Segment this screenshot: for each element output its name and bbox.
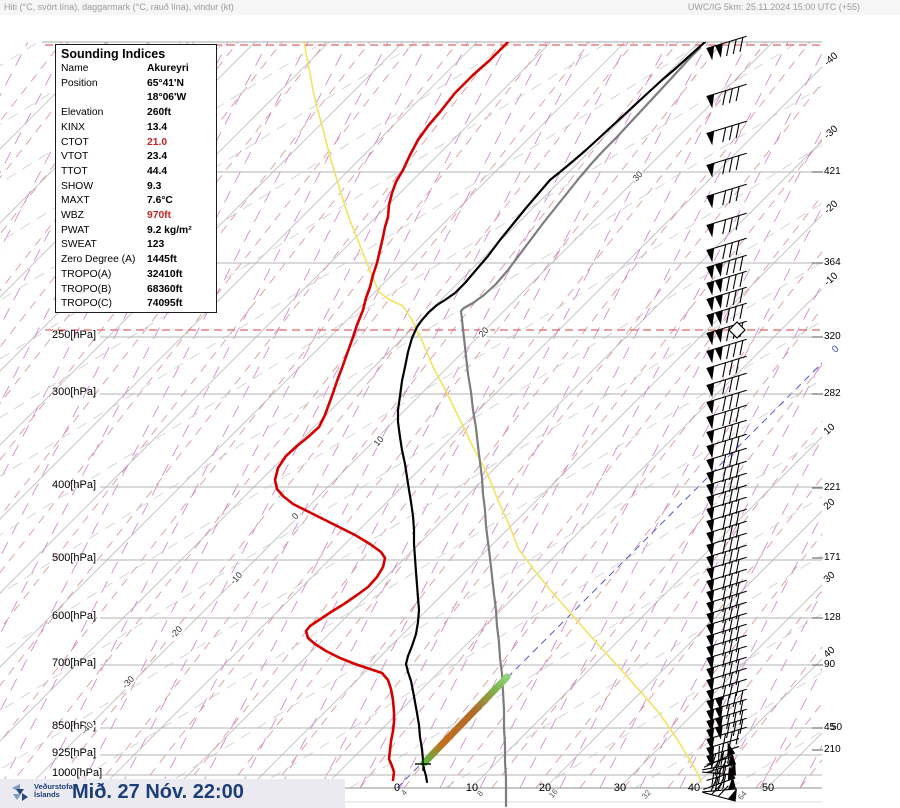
wind-barb	[706, 152, 747, 178]
right-height-label: 171	[824, 552, 841, 563]
wind-barb	[706, 508, 747, 534]
wind-barb	[706, 472, 747, 498]
wind-barb	[706, 338, 747, 364]
indices-row: SWEAT 123	[61, 239, 165, 251]
wind-barb	[706, 717, 747, 743]
right-height-label: 210	[824, 744, 841, 755]
pressure-axis-label: 925[hPa]	[52, 747, 97, 759]
indices-row: SHOW 9.3	[61, 180, 162, 192]
indices-row: TROPO(B) 68360ft	[61, 283, 183, 295]
indices-row: PWAT 9.2 kg/m²	[61, 224, 192, 236]
pressure-axis-label: 600[hPa]	[52, 610, 97, 622]
pressure-axis-label: 500[hPa]	[52, 552, 97, 564]
temp-axis-label: 10	[465, 782, 479, 794]
indices-row: TROPO(C) 74095ft	[61, 298, 183, 310]
wind-barb	[706, 83, 747, 109]
wind-barb-low	[703, 741, 736, 768]
temp-axis-label: 20	[538, 782, 552, 794]
wind-barb	[706, 35, 747, 61]
wind-barb	[706, 556, 747, 582]
wind-barb	[706, 183, 747, 209]
indices-row: TTOT 44.4	[61, 165, 168, 177]
indices-row: WBZ 970ft	[61, 210, 172, 222]
right-height-label: 282	[824, 388, 841, 399]
right-height-label: 320	[824, 331, 841, 342]
temp-axis-label: 50	[761, 782, 775, 794]
right-height-label: 364	[824, 257, 841, 268]
indices-row: Position 65°41'N 18°06'W	[61, 77, 187, 104]
wind-barb	[706, 404, 747, 430]
wind-barb	[706, 286, 747, 312]
wind-barb	[706, 447, 747, 473]
wind-barb	[706, 237, 747, 263]
wind-barb	[706, 460, 747, 486]
right-height-label: 50	[831, 722, 843, 733]
wind-barb	[706, 484, 747, 510]
footer-bar: Veðurstofa Íslands Mið. 27 Nóv. 22:00	[0, 779, 345, 808]
model-run-text: UWC/IG 5km: 25.11.2024 15:00 UTC (+55)	[687, 2, 860, 12]
wind-barb	[706, 372, 747, 398]
right-height-label: 128	[824, 612, 841, 623]
top-info-bar: Hiti (°C, svört lína), daggarmark (°C, r…	[0, 0, 900, 15]
vedurstofa-logo-icon	[12, 784, 28, 801]
indices-title: Sounding Indices	[61, 47, 166, 61]
pressure-axis-label: 1000[hPa]	[52, 767, 103, 779]
wind-barb	[706, 355, 747, 381]
valid-time-label: Mið. 27 Nóv. 22:00	[72, 781, 244, 803]
wind-barb	[706, 270, 747, 296]
wind-barb	[706, 433, 747, 459]
pressure-axis-label: 250[hPa]	[52, 329, 97, 341]
vedurstofa-logo-text: Veðurstofa Íslands	[34, 782, 73, 799]
temp-axis-label: 40	[687, 782, 701, 794]
indices-row: Zero Degree (A) 1445ft	[61, 254, 177, 266]
indices-rows: Name Akureyri Position 65°41'N 18°06'W Eleva…	[56, 62, 216, 312]
wind-barb	[706, 419, 747, 445]
wind-barb	[706, 302, 747, 328]
sounding-indices-box: Sounding Indices Name Akureyri Position 65°…	[55, 44, 217, 313]
temp-axis-label: 30	[613, 782, 627, 794]
wind-barb	[706, 496, 747, 522]
right-height-label: 221	[824, 482, 841, 493]
wind-barb	[706, 532, 747, 558]
legend-text: Hiti (°C, svört lína), daggarmark (°C, r…	[4, 2, 234, 12]
temp-axis-label: 0	[393, 782, 401, 794]
pressure-axis-label: 400[hPa]	[52, 479, 97, 491]
wind-barb-low	[703, 766, 736, 791]
wind-barb	[706, 389, 747, 415]
pressure-axis-label: 300[hPa]	[52, 386, 97, 398]
indices-row: TROPO(A) 32410ft	[61, 268, 183, 280]
right-height-label: 45	[824, 722, 836, 733]
wind-barb	[706, 254, 747, 280]
wind-barb-low	[702, 776, 737, 793]
indices-row: CTOT 21.0	[61, 136, 168, 148]
wind-barb-low	[702, 783, 738, 802]
wind-barb	[706, 212, 747, 238]
wind-barb	[706, 579, 747, 605]
indices-row: Name Akureyri	[61, 63, 189, 74]
right-height-label: 421	[824, 166, 841, 177]
pressure-axis-label: 700[hPa]	[52, 657, 97, 669]
right-height-label: 90	[824, 659, 836, 670]
wind-barb	[706, 645, 747, 671]
wind-barb-low	[702, 751, 736, 771]
wind-barb	[706, 520, 747, 546]
wind-barb	[706, 120, 747, 146]
wind-barb	[706, 320, 747, 346]
wind-barb	[706, 544, 747, 570]
indices-row: VTOT 23.4	[61, 151, 168, 163]
indices-row: KINX 13.4	[61, 121, 168, 133]
indices-row: MAXT 7.6°C	[61, 195, 173, 207]
indices-row: Elevation 260ft	[61, 107, 172, 119]
